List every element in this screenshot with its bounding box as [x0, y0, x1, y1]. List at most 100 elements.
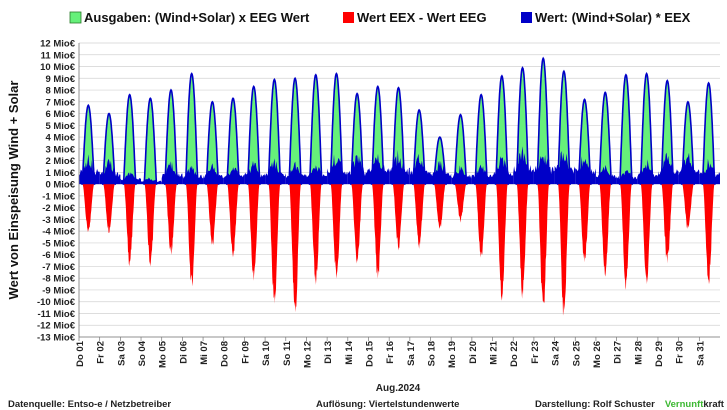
x-axis-label: Aug.2024 [376, 383, 421, 394]
wert-day-area [223, 167, 245, 185]
axes [78, 43, 720, 338]
y-tick-label: -10 Mio€ [37, 297, 76, 308]
differenz-day-area [185, 184, 198, 287]
legend-label-differenz: Wert EEX - Wert EEG [357, 10, 487, 25]
ausgaben-day-area [701, 81, 716, 185]
ausgaben-day-area [143, 97, 158, 185]
ausgaben-day-area [246, 85, 261, 185]
y-tick-label: 10 Mio€ [40, 62, 76, 73]
y-tick-label: 0 Mio€ [45, 180, 75, 191]
wert-day-area [327, 154, 348, 185]
ausgaben-day-area [122, 93, 137, 185]
ausgaben-day-area [453, 113, 468, 185]
wert-day-area [699, 158, 720, 185]
wert-day-area [658, 152, 679, 185]
x-tick-label: Sa 24 [551, 340, 562, 366]
ausgaben-day-area [618, 73, 633, 185]
x-tick-label: Mi 21 [489, 340, 500, 364]
wert-day-area [554, 151, 576, 185]
x-tick-label: Mi 07 [199, 341, 210, 365]
differenz-day-area [123, 184, 136, 267]
differenz-day-area [227, 184, 239, 258]
differenz-day-area [620, 184, 632, 290]
x-tick-label: Sa 10 [261, 341, 272, 366]
x-tick-labels: Do 01 Fr 02 Sa 03 So 04 Mo 05 Di 06 Mi 07 Do 08… [75, 337, 706, 368]
y-tick-label: 12 Mio€ [40, 39, 76, 50]
differenz-day-area [578, 184, 591, 263]
wert-day-area [637, 159, 658, 185]
x-tick-label: Sa 03 [116, 341, 127, 366]
differenz-day-area [413, 184, 425, 249]
differenz-day-area [289, 184, 301, 313]
ausgaben-day-area [101, 112, 117, 185]
ausgaben-day-area [205, 100, 220, 185]
differenz-day-area [496, 184, 508, 301]
wert-day-area [678, 152, 700, 185]
x-tick-label: Sa 17 [406, 341, 417, 366]
x-tick-label: Fr 09 [240, 341, 251, 364]
ausgaben-day-area [329, 72, 344, 185]
x-tick-label: Do 15 [365, 340, 376, 367]
y-tick-label: -3 Mio€ [42, 215, 75, 226]
wert-day-area [368, 153, 390, 185]
ausgaben-day-area [474, 93, 489, 185]
y-tick-label: 9 Mio€ [45, 74, 75, 85]
y-tick-label: -1 Mio€ [42, 191, 75, 202]
differenz-day-area [661, 184, 674, 264]
y-tick-label: -9 Mio€ [42, 285, 75, 296]
y-tick-label: 4 Mio€ [45, 133, 75, 144]
y-tick-label: 1 Mio€ [45, 168, 75, 179]
wert-day-area [471, 164, 493, 185]
wert-day-area [99, 158, 121, 185]
ausgaben-day-area [81, 103, 96, 185]
differenz-day-area [309, 184, 322, 285]
series-differenz [82, 184, 715, 316]
footer-brand-kraft: kraft [703, 399, 724, 410]
y-tick-label: 3 Mio€ [45, 144, 75, 155]
x-tick-label: So 18 [427, 341, 438, 366]
wert-day-area [244, 160, 266, 185]
ausgaben-day-area [494, 74, 509, 185]
x-tick-label: Do 29 [654, 341, 665, 367]
y-tick-label: -5 Mio€ [42, 238, 75, 249]
differenz-day-area [682, 184, 694, 229]
y-tick-label: 11 Mio€ [41, 50, 76, 61]
y-tick-label: -12 Mio€ [37, 321, 76, 332]
legend-swatch-ausgaben [69, 11, 82, 24]
x-tick-label: So 25 [571, 340, 582, 366]
y-tick-label: -2 Mio€ [42, 203, 75, 214]
x-tick-label: So 04 [137, 340, 148, 366]
x-tick-label: Sa 31 [695, 340, 706, 366]
wert-day-area [120, 172, 141, 185]
x-tick-label: Di 20 [468, 341, 479, 364]
wert-day-area [533, 154, 555, 185]
ausgaben-day-area [225, 97, 241, 185]
differenz-day-area [371, 184, 384, 279]
footer-resolution: Auflösung: Viertelstundenwerte [316, 399, 459, 410]
ausgaben-day-area [639, 71, 654, 185]
differenz-day-area [433, 184, 446, 229]
y-tick-label: -13 Mio€ [37, 333, 76, 344]
legend-label-wert: Wert: (Wind+Solar) * EEX [535, 10, 691, 25]
x-tick-label: Mi 28 [633, 341, 644, 365]
ausgaben-day-area [536, 56, 551, 185]
wert-day-area [161, 161, 183, 185]
x-tick-label: Mo 26 [592, 341, 603, 368]
wert-day-area [141, 177, 162, 185]
ausgaben-day-area [163, 88, 179, 185]
wert-day-area [513, 146, 534, 185]
wert-day-area [347, 155, 369, 185]
x-tick-label: Fr 23 [530, 341, 541, 364]
differenz-day-area [702, 184, 715, 285]
y-tick-label: 5 Mio€ [45, 121, 75, 132]
wert-day-area [409, 153, 431, 185]
differenz-day-area [247, 184, 260, 281]
wert-day-area [575, 156, 596, 185]
x-tick-label: Mo 05 [158, 340, 169, 368]
differenz-day-area [165, 184, 177, 255]
x-tick-label: Mo 12 [303, 341, 314, 368]
wert-day-area [616, 170, 638, 185]
footer: Datenquelle: Entso-e / Netzbetreiber Auf… [8, 399, 725, 410]
differenz-day-area [558, 184, 570, 316]
